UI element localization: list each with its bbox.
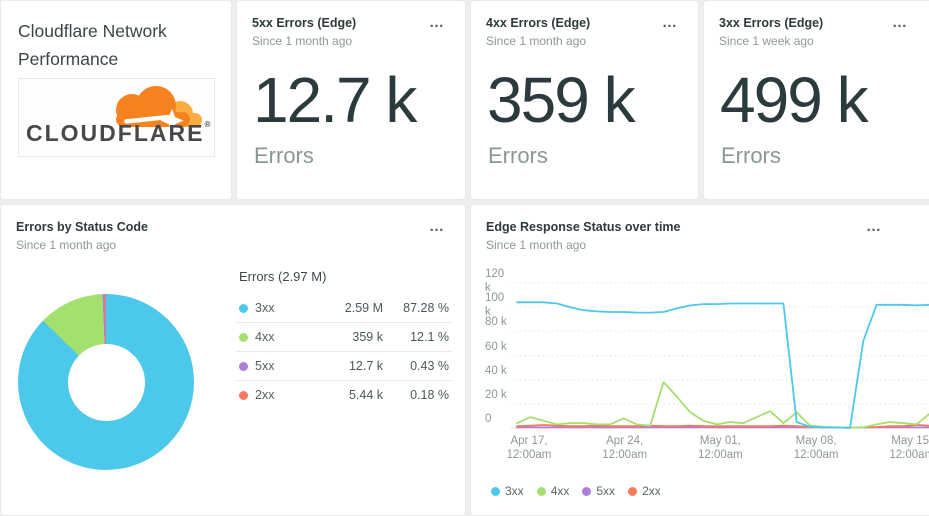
widget-menu-icon[interactable]: … bbox=[429, 14, 445, 31]
series-dot-3xx bbox=[239, 303, 248, 313]
legend-item-2xx[interactable]: 2xx bbox=[628, 484, 661, 498]
legend-label: 4xx bbox=[550, 484, 570, 498]
legend-dot bbox=[628, 486, 638, 496]
legend-label: 5xx bbox=[596, 484, 616, 498]
y-tick-label: 80 k bbox=[485, 316, 507, 329]
x-tick-label: Apr 24, 12:00am bbox=[602, 435, 648, 461]
widget-title: 4xx Errors (Edge) bbox=[486, 16, 591, 30]
edge-response-widget: Edge Response Status over time Since 1 m… bbox=[470, 204, 929, 516]
series-dot-5xx bbox=[239, 361, 248, 371]
widget-title: Errors by Status Code bbox=[16, 220, 148, 234]
y-tick-label: 40 k bbox=[485, 364, 507, 377]
series-dot-2xx bbox=[239, 390, 248, 400]
x-tick-label: May 01, 12:00am bbox=[698, 435, 743, 461]
widget-timerange: Since 1 week ago bbox=[719, 34, 814, 48]
widget-menu-icon[interactable]: … bbox=[662, 14, 678, 31]
series-percent: 0.43 % bbox=[410, 359, 449, 373]
table-row[interactable]: 3xx 2.59 M 87.28 % bbox=[235, 294, 453, 322]
series-line-3xx[interactable] bbox=[516, 301, 929, 429]
cloudflare-logo-text: CLOUDFLARE® bbox=[26, 120, 213, 146]
widget-menu-icon[interactable]: … bbox=[892, 14, 908, 31]
y-tick-label: 120 k bbox=[485, 268, 505, 294]
widget-timerange: Since 1 month ago bbox=[16, 238, 117, 252]
x-tick-label: Apr 17, 12:00am bbox=[506, 435, 552, 461]
donut-chart[interactable] bbox=[18, 294, 194, 470]
table-row[interactable]: 5xx 12.7 k 0.43 % bbox=[235, 351, 453, 380]
donut-legend-table: Errors (2.97 M) 3xx 2.59 M 87.28 % 4xx 3… bbox=[235, 269, 453, 409]
stat-card-5xx: 5xx Errors (Edge) Since 1 month ago … 12… bbox=[236, 0, 466, 200]
series-value: 5.44 k bbox=[348, 388, 383, 402]
widget-menu-icon[interactable]: … bbox=[866, 218, 882, 235]
donut-legend-title: Errors (2.97 M) bbox=[239, 269, 327, 284]
series-percent: 87.28 % bbox=[403, 301, 449, 315]
cloudflare-logo: CLOUDFLARE® bbox=[18, 78, 215, 157]
y-tick-label: 100 k bbox=[485, 292, 505, 319]
stat-unit: Errors bbox=[721, 143, 781, 168]
stat-unit: Errors bbox=[488, 143, 548, 168]
table-row[interactable]: 2xx 5.44 k 0.18 % bbox=[235, 380, 453, 409]
y-tick-label: 0 bbox=[485, 413, 492, 425]
legend-dot bbox=[582, 486, 592, 496]
chart-legend: 3xx 4xx 5xx 2xx bbox=[491, 484, 661, 498]
cloudflare-cloud-icon bbox=[116, 86, 202, 133]
widget-title: 5xx Errors (Edge) bbox=[252, 16, 357, 30]
y-tick-label: 20 k bbox=[485, 388, 507, 401]
x-tick-label: May 08, 12:00am bbox=[793, 435, 839, 461]
dashboard-title-card: Cloudflare Network Performance CLOUDFLAR… bbox=[0, 0, 232, 200]
stat-unit: Errors bbox=[254, 143, 314, 168]
series-percent: 12.1 % bbox=[410, 330, 449, 344]
series-label: 4xx bbox=[255, 330, 275, 344]
stat-card-4xx: 4xx Errors (Edge) Since 1 month ago … 35… bbox=[470, 0, 699, 200]
series-value: 2.59 M bbox=[344, 301, 383, 315]
stat-value: 359 k bbox=[487, 64, 636, 136]
errors-by-status-widget: Errors by Status Code Since 1 month ago … bbox=[0, 204, 466, 516]
series-line-4xx[interactable] bbox=[516, 381, 929, 429]
widget-title: 3xx Errors (Edge) bbox=[719, 16, 824, 30]
dashboard-title: Cloudflare Network Performance bbox=[18, 21, 167, 69]
stat-value: 12.7 k bbox=[253, 64, 417, 136]
series-label: 2xx bbox=[255, 388, 275, 402]
stat-card-3xx: 3xx Errors (Edge) Since 1 week ago … 499… bbox=[703, 0, 929, 200]
x-tick-label: May 15,12:00am bbox=[889, 435, 929, 461]
widget-title: Edge Response Status over time bbox=[486, 220, 681, 234]
series-value: 359 k bbox=[352, 330, 383, 344]
legend-item-5xx[interactable]: 5xx bbox=[582, 484, 615, 498]
series-dot-4xx bbox=[239, 332, 248, 342]
table-row[interactable]: 4xx 359 k 12.1 % bbox=[235, 322, 453, 351]
legend-label: 3xx bbox=[505, 484, 524, 498]
series-value: 12.7 k bbox=[348, 359, 383, 373]
legend-item-4xx[interactable]: 4xx bbox=[536, 484, 570, 498]
series-percent: 0.18 % bbox=[410, 388, 449, 402]
y-tick-label: 60 k bbox=[485, 340, 507, 353]
series-label: 5xx bbox=[255, 359, 275, 373]
widget-timerange: Since 1 month ago bbox=[252, 34, 353, 48]
legend-label: 2xx bbox=[642, 484, 661, 498]
widget-timerange: Since 1 month ago bbox=[486, 34, 587, 48]
widget-menu-icon[interactable]: … bbox=[429, 218, 445, 235]
widget-timerange: Since 1 month ago bbox=[486, 238, 587, 252]
legend-dot bbox=[536, 486, 546, 496]
registered-mark: ® bbox=[204, 120, 213, 129]
legend-dot bbox=[491, 486, 500, 496]
legend-item-3xx[interactable]: 3xx bbox=[491, 484, 524, 498]
line-chart-svg[interactable] bbox=[471, 273, 929, 443]
series-label: 3xx bbox=[255, 301, 275, 315]
stat-value: 499 k bbox=[720, 64, 869, 136]
